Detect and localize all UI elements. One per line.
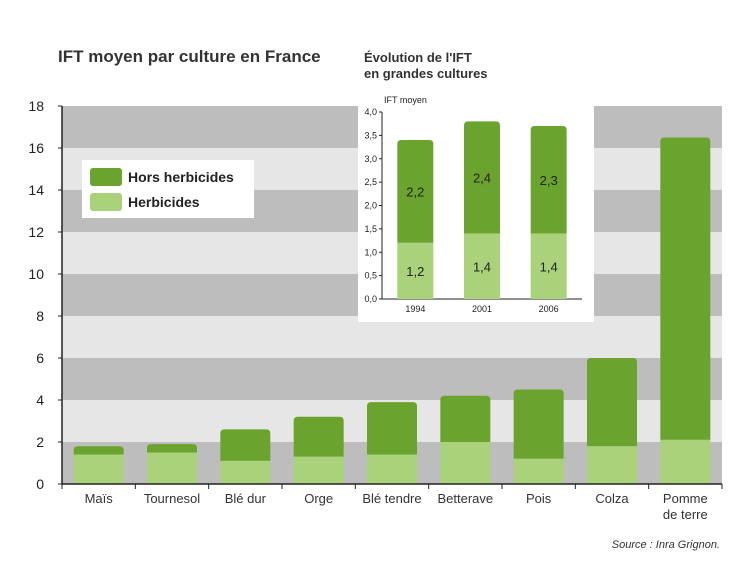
legend-label: Herbicides <box>128 194 200 210</box>
inset-y-tick-label: 4,0 <box>364 107 377 117</box>
inset-y-tick-label: 3,0 <box>364 154 377 164</box>
legend-swatch <box>90 168 122 186</box>
bar-herbicides <box>587 446 637 484</box>
chart-title: IFT moyen par culture en France <box>58 47 321 66</box>
inset-category-label: 1994 <box>405 304 425 314</box>
inset-bar-hors-herbicides <box>530 126 567 234</box>
category-label: Colza <box>595 491 629 506</box>
bar-hors-herbicides <box>660 137 711 440</box>
inset-y-tick-label: 3,5 <box>364 130 377 140</box>
y-tick-label: 16 <box>28 140 44 156</box>
bar-herbicides <box>660 439 711 484</box>
inset-bar-herbicides <box>464 233 500 299</box>
bar-hors-herbicides <box>220 429 271 461</box>
inset-y-tick-label: 1,5 <box>364 224 377 234</box>
background-band <box>62 316 722 358</box>
inset-y-tick-label: 0,5 <box>364 271 377 281</box>
source-note: Source : Inra Grignon. <box>612 539 720 551</box>
bar-herbicides <box>73 454 124 484</box>
category-label: Maïs <box>85 491 114 506</box>
bar-hors-herbicides <box>147 444 197 453</box>
inset-value-label-herbicides: 1,2 <box>406 264 424 279</box>
category-label: Betterave <box>438 491 494 506</box>
category-label: Orge <box>304 491 333 506</box>
inset-title: Évolution de l'IFT en grandes cultures <box>364 50 488 81</box>
y-tick-label: 12 <box>28 224 44 240</box>
category-label: Tournesol <box>144 491 200 506</box>
category-label: Blé dur <box>225 491 267 506</box>
category-label: Pomme de terre <box>663 491 708 522</box>
bar-herbicides <box>440 442 491 484</box>
bar-hors-herbicides <box>587 358 637 447</box>
bar-herbicides <box>147 452 197 484</box>
inset-value-label-hors-herbicides: 2,4 <box>473 170 491 185</box>
inset-bar-herbicides <box>397 242 434 299</box>
bar-herbicides <box>220 460 271 484</box>
inset-y-tick-label: 1,0 <box>364 247 377 257</box>
bar-hors-herbicides <box>513 389 564 459</box>
inset-value-label-hors-herbicides: 2,3 <box>540 173 558 188</box>
bar-herbicides <box>513 458 564 484</box>
bar-herbicides <box>293 456 344 484</box>
inset-bar-herbicides <box>530 233 567 299</box>
inset-bar-hors-herbicides <box>397 140 434 243</box>
legend-swatch <box>90 193 122 211</box>
y-tick-label: 6 <box>36 350 44 366</box>
inset-category-label: 2006 <box>539 304 559 314</box>
legend-label: Hors herbicides <box>128 169 234 185</box>
bar-hors-herbicides <box>73 446 124 455</box>
y-tick-label: 18 <box>28 98 44 114</box>
bar-hors-herbicides <box>367 402 417 455</box>
inset-y-tick-label: 2,5 <box>364 177 377 187</box>
y-tick-label: 8 <box>36 308 44 324</box>
inset-category-label: 2001 <box>472 304 492 314</box>
category-label: Blé tendre <box>362 491 421 506</box>
bar-hors-herbicides <box>293 416 344 457</box>
y-tick-label: 0 <box>36 476 44 492</box>
inset-y-label: IFT moyen <box>384 95 427 105</box>
y-tick-label: 4 <box>36 392 44 408</box>
inset-value-label-hors-herbicides: 2,2 <box>406 184 424 199</box>
bar-herbicides <box>367 454 417 484</box>
inset-y-tick-label: 2,0 <box>364 201 377 211</box>
inset-value-label-herbicides: 1,4 <box>473 259 491 274</box>
inset-value-label-herbicides: 1,4 <box>540 259 558 274</box>
y-tick-label: 14 <box>28 182 44 198</box>
inset-bar-hors-herbicides <box>464 121 500 234</box>
bar-hors-herbicides <box>440 395 491 442</box>
category-label: Pois <box>526 491 552 506</box>
y-tick-label: 10 <box>28 266 44 282</box>
y-tick-label: 2 <box>36 434 44 450</box>
inset-y-tick-label: 0,0 <box>364 294 377 304</box>
